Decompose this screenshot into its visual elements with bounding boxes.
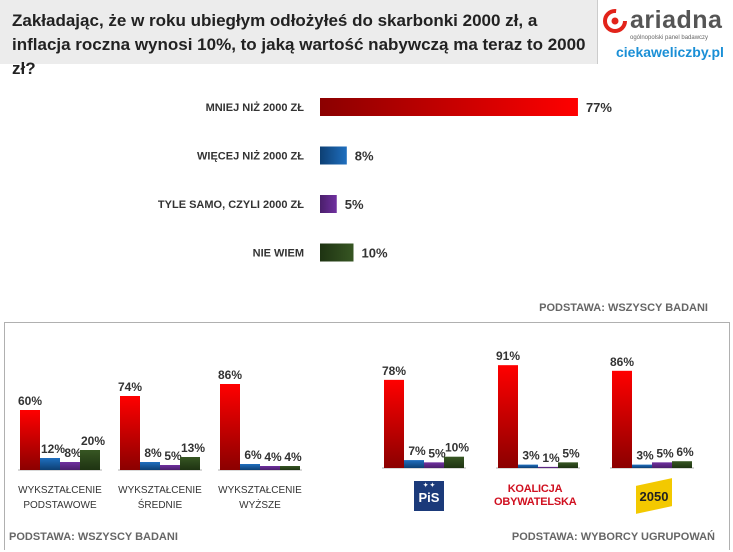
bar xyxy=(384,379,404,468)
bar xyxy=(220,384,240,470)
basis-note-party: PODSTAWA: WYBORCY UGRUPOWAŃ xyxy=(511,531,715,543)
data-label: 10% xyxy=(445,441,469,455)
bar xyxy=(652,462,672,468)
page-title: Zakładając, że w roku ubiegłym odłożyłeś… xyxy=(12,11,586,78)
category-label: WYKSZTAŁCENIE xyxy=(18,485,102,496)
bar xyxy=(260,466,280,470)
bar xyxy=(240,464,260,470)
category-label: WIĘCEJ NIŻ 2000 ZŁ xyxy=(197,150,304,163)
data-label: 74% xyxy=(118,380,142,394)
bar xyxy=(498,365,518,468)
data-label: 60% xyxy=(18,394,42,408)
bar xyxy=(320,243,354,262)
bar xyxy=(612,370,632,468)
data-label: 7% xyxy=(408,444,426,458)
data-label: 91% xyxy=(496,349,520,363)
bar xyxy=(20,410,40,470)
category-label: WYKSZTAŁCENIE xyxy=(118,485,202,496)
data-label: 13% xyxy=(181,441,205,455)
bar xyxy=(424,462,444,468)
data-label: 3% xyxy=(636,449,654,463)
data-label: 8% xyxy=(355,149,374,164)
data-label: 8% xyxy=(64,446,82,460)
logo-tagline: ogólnopolski panel badawczy xyxy=(630,35,709,41)
pis-logo: ✦ ✦ PiS xyxy=(414,481,444,511)
bar xyxy=(280,466,300,470)
ariadna-logo: ariadna ogólnopolski panel badawczy ciek… xyxy=(600,4,730,68)
bar xyxy=(80,450,100,470)
data-label: 12% xyxy=(41,442,65,456)
data-label: 3% xyxy=(522,449,540,463)
logo-name: ariadna xyxy=(630,6,723,34)
data-label: 78% xyxy=(382,364,406,378)
bar xyxy=(538,466,558,468)
party-bar-chart: 78%7% 5% 10%91%3% 1% 5%86%3% 5% 6% xyxy=(382,349,694,469)
data-label: 20% xyxy=(81,434,105,448)
data-label: 4% xyxy=(264,450,282,464)
category-label: MNIEJ NIŻ 2000 ZŁ xyxy=(206,101,305,114)
right-border xyxy=(729,322,730,550)
data-label: 6% xyxy=(244,448,262,462)
data-label: 6% xyxy=(676,445,694,459)
left-border xyxy=(4,322,5,550)
main-bar-chart: MNIEJ NIŻ 2000 ZŁ 77% WIĘCEJ NIŻ 2000 ZŁ 8%… xyxy=(158,98,612,262)
data-label: 5% xyxy=(562,446,580,460)
title-box: Zakładając, że w roku ubiegłym odłożyłeś… xyxy=(0,0,598,78)
ariadna-swirl-icon xyxy=(603,9,627,33)
bar xyxy=(320,98,578,116)
data-label: 1% xyxy=(542,451,560,465)
data-label: 5% xyxy=(164,449,182,463)
bar xyxy=(672,461,692,468)
basis-note-main: PODSTAWA: WSZYSCY BADANI xyxy=(539,302,708,314)
data-label: 10% xyxy=(362,246,388,261)
bar xyxy=(160,465,180,470)
polska2050-logo-text: 2050 xyxy=(639,489,669,504)
category-label: NIE WIEM xyxy=(253,248,304,260)
pis-stars-icon: ✦ ✦ xyxy=(423,483,435,489)
bar xyxy=(320,195,337,213)
bar xyxy=(558,462,578,468)
category-label: PODSTAWOWE xyxy=(23,500,97,511)
bar xyxy=(140,462,160,470)
bar xyxy=(180,457,200,470)
bar xyxy=(404,460,424,468)
bar xyxy=(40,458,60,470)
section-divider xyxy=(4,322,729,323)
category-label: TYLE SAMO, CZYLI 2000 ZŁ xyxy=(158,199,304,211)
ko-logo-line1: KOALICJA xyxy=(507,483,563,495)
data-label: 5% xyxy=(656,446,674,460)
bar xyxy=(60,462,80,470)
data-label: 5% xyxy=(428,446,446,460)
data-label: 4% xyxy=(284,450,302,464)
data-label: 86% xyxy=(610,355,634,369)
ko-logo: KOALICJA OBYWATELSKA xyxy=(494,483,577,509)
pis-logo-text: PiS xyxy=(418,490,440,505)
ko-logo-line2: OBYWATELSKA xyxy=(494,496,577,508)
bar xyxy=(632,464,652,468)
data-label: 5% xyxy=(345,197,364,212)
bar xyxy=(518,464,538,468)
category-label: WYKSZTAŁCENIE xyxy=(218,485,302,496)
logo-site: ciekaweliczby.pl xyxy=(616,44,724,60)
data-label: 8% xyxy=(144,446,162,460)
data-label: 86% xyxy=(218,368,242,382)
category-label: ŚREDNIE xyxy=(138,498,183,511)
bar xyxy=(444,456,464,468)
bar xyxy=(320,146,347,165)
bar xyxy=(120,396,140,470)
data-label: 77% xyxy=(586,100,612,115)
category-label: WYŻSZE xyxy=(239,498,281,511)
basis-note-education: PODSTAWA: WSZYSCY BADANI xyxy=(9,531,178,543)
polska2050-logo: 2050 xyxy=(636,478,672,514)
